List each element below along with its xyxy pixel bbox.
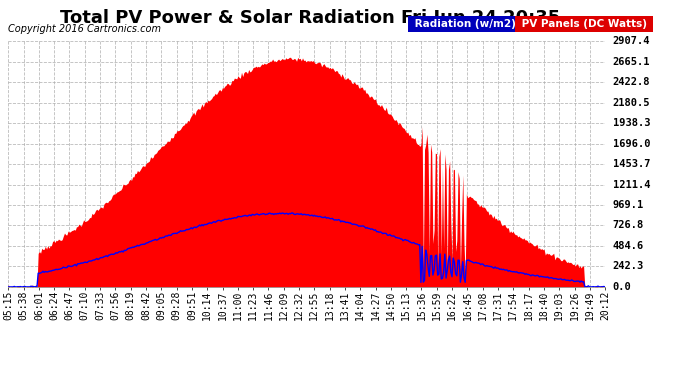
Text: 2665.1: 2665.1: [613, 57, 650, 67]
Text: Radiation (w/m2): Radiation (w/m2): [411, 19, 519, 29]
Text: Copyright 2016 Cartronics.com: Copyright 2016 Cartronics.com: [8, 24, 161, 34]
Text: 1696.0: 1696.0: [613, 139, 650, 148]
Text: 2422.8: 2422.8: [613, 77, 650, 87]
Text: 969.1: 969.1: [613, 200, 644, 210]
Text: 2180.5: 2180.5: [613, 98, 650, 108]
Text: 0.0: 0.0: [613, 282, 631, 292]
Text: 2907.4: 2907.4: [613, 36, 650, 46]
Text: 484.6: 484.6: [613, 241, 644, 251]
Text: 242.3: 242.3: [613, 261, 644, 272]
Text: 1211.4: 1211.4: [613, 180, 650, 189]
Text: PV Panels (DC Watts): PV Panels (DC Watts): [518, 19, 650, 29]
Text: 1453.7: 1453.7: [613, 159, 650, 169]
Text: Total PV Power & Solar Radiation Fri Jun 24 20:35: Total PV Power & Solar Radiation Fri Jun…: [61, 9, 560, 27]
Text: 1938.3: 1938.3: [613, 118, 650, 128]
Text: 726.8: 726.8: [613, 220, 644, 231]
